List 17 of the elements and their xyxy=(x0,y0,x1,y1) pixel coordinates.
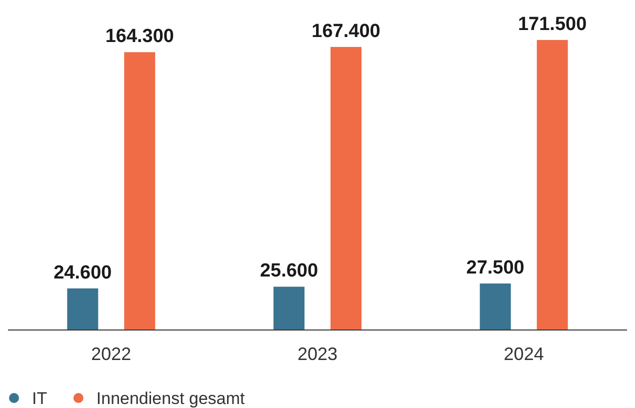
bar xyxy=(67,288,98,330)
bar xyxy=(536,40,568,330)
data-label: 167.400 xyxy=(312,20,380,42)
x-tick-label: 2023 xyxy=(297,344,338,364)
bar xyxy=(124,52,156,330)
data-label: 25.600 xyxy=(260,260,318,282)
data-label: 164.300 xyxy=(105,26,174,48)
bar xyxy=(274,286,304,330)
data-label: 27.500 xyxy=(466,258,524,278)
bar xyxy=(330,46,362,330)
data-label: 171.500 xyxy=(518,14,587,35)
bar xyxy=(480,284,511,330)
data-label: 24.600 xyxy=(54,262,112,284)
x-tick-label: 2022 xyxy=(91,344,132,364)
legend-label: Innendienst gesamt xyxy=(96,389,246,408)
x-tick-label: 2024 xyxy=(504,344,544,364)
legend-label: IT xyxy=(32,389,48,408)
